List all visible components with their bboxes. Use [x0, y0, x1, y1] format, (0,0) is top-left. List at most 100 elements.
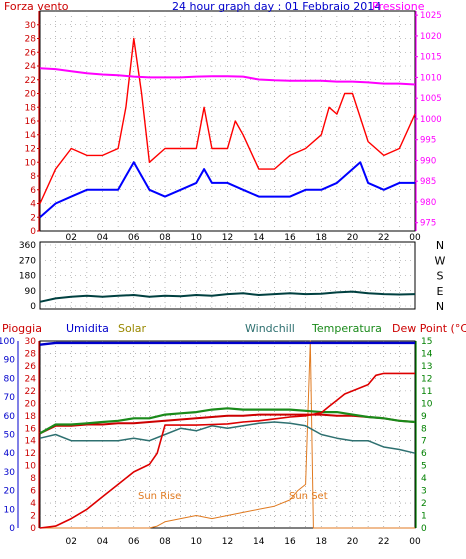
humidity-y-tick-label: 40 [4, 449, 16, 459]
wind-y-tick-label: 30 [25, 21, 37, 31]
wind-y-tick-label: 4 [30, 200, 36, 210]
wind-direction-series [39, 290, 416, 303]
pressure-y-tick-label: 1010 [420, 73, 442, 83]
wind-x-tick-label: 12 [222, 233, 233, 243]
climate-x-tick-label: 04 [97, 537, 109, 547]
temp-y-tick-label: 5 [421, 462, 427, 472]
rain-y-tick-label: 0 [30, 524, 36, 534]
temp-y-tick-label: 2 [421, 499, 427, 509]
wind-y-tick-label: 16 [25, 117, 37, 127]
humidity-y-tick-label: 80 [4, 374, 16, 384]
wind-gust-series [39, 37, 416, 204]
temp-y-tick-label: 7 [421, 437, 427, 447]
humidity-y-tick-label: 70 [4, 393, 16, 403]
wind-x-tick-label: 06 [128, 233, 140, 243]
wind-y-tick-label: 24 [25, 62, 37, 72]
wind-title: Forza vento [4, 0, 69, 13]
wind-y-tick-label: 8 [30, 172, 36, 182]
compass-label: W [435, 254, 446, 267]
wind-y-tick-label: 2 [30, 213, 36, 223]
direction-y-tick-label: 270 [19, 256, 36, 266]
temp-y-tick-label: 3 [421, 487, 427, 497]
rain-series [39, 372, 415, 529]
wind-x-tick-label: 04 [97, 233, 109, 243]
compass-label: N [436, 300, 444, 313]
rain-y-tick-label: 8 [30, 474, 36, 484]
temp-y-tick-label: 8 [421, 424, 427, 434]
climate-x-tick-label: 22 [378, 537, 389, 547]
rain-y-tick-label: 26 [25, 362, 37, 372]
humidity-y-tick-label: 10 [4, 505, 16, 515]
wind-y-tick-label: 14 [25, 131, 37, 141]
axis-layer: 0246810121416182022242628309759809859909… [0, 11, 446, 547]
humidity-y-tick-label: 60 [4, 412, 16, 422]
temp-y-tick-label: 12 [421, 374, 432, 384]
rain-y-tick-label: 2 [30, 512, 36, 522]
rain-y-tick-label: 18 [25, 412, 37, 422]
direction-y-tick-label: 180 [19, 272, 36, 282]
climate-x-tick-label: 16 [284, 537, 296, 547]
dewpoint-series [39, 413, 416, 435]
pressure-y-tick-label: 980 [420, 198, 436, 208]
legend-pioggia: Pioggia [2, 322, 42, 335]
solar-series [40, 340, 415, 529]
wind-x-tick-label: 14 [253, 233, 265, 243]
compass-label: N [436, 239, 444, 252]
rain-y-tick-label: 28 [25, 349, 37, 359]
direction-y-tick-label: 0 [30, 302, 36, 312]
compass-label: E [437, 285, 444, 298]
climate-x-tick-label: 06 [128, 537, 140, 547]
rain-y-tick-label: 6 [30, 487, 36, 497]
pressure-y-tick-label: 1015 [420, 53, 442, 63]
rain-y-tick-label: 16 [25, 424, 37, 434]
wind-y-tick-label: 10 [25, 158, 37, 168]
humidity-y-tick-label: 50 [4, 431, 16, 441]
wind-x-tick-label: 00 [409, 233, 421, 243]
grid-layer [40, 11, 415, 528]
direction-y-tick-label: 90 [25, 287, 37, 297]
windchill-series [39, 421, 416, 454]
rain-y-tick-label: 4 [30, 499, 36, 509]
humidity-series [39, 341, 415, 346]
wind-y-tick-label: 0 [30, 227, 36, 237]
temp-y-tick-label: 13 [421, 362, 432, 372]
wind-y-tick-label: 22 [25, 76, 36, 86]
sunrise-label: Sun Rise [138, 491, 181, 502]
compass-label: S [437, 270, 444, 283]
temp-y-tick-label: 6 [421, 449, 427, 459]
sunset-label: Sun Set [289, 491, 328, 502]
series-layer [39, 37, 416, 529]
wind-x-tick-label: 22 [378, 233, 389, 243]
wind-y-tick-label: 6 [30, 186, 36, 196]
wind-y-tick-label: 12 [25, 145, 36, 155]
pressure-y-tick-label: 1000 [420, 115, 442, 125]
wind-y-tick-label: 18 [25, 103, 37, 113]
rain-y-tick-label: 10 [25, 462, 37, 472]
climate-x-tick-label: 18 [316, 537, 328, 547]
wind-x-tick-label: 10 [191, 233, 203, 243]
pressure-y-tick-label: 1020 [420, 32, 442, 42]
wind-x-tick-label: 16 [284, 233, 296, 243]
climate-x-tick-label: 12 [222, 537, 233, 547]
wind-y-tick-label: 20 [25, 90, 37, 100]
pressure-y-tick-label: 975 [420, 219, 436, 229]
pressure-y-tick-label: 990 [420, 156, 436, 166]
climate-x-tick-label: 08 [159, 537, 171, 547]
wind-avg-series [39, 161, 415, 219]
rain-y-tick-label: 20 [25, 399, 37, 409]
climate-x-tick-label: 20 [347, 537, 359, 547]
climate-x-tick-label: 02 [66, 537, 77, 547]
temp-y-tick-label: 10 [421, 399, 433, 409]
wind-x-tick-label: 02 [66, 233, 77, 243]
legend-solar: Solar [118, 322, 147, 335]
wind-y-tick-label: 28 [25, 35, 37, 45]
climate-x-tick-label: 14 [253, 537, 265, 547]
pressure-series [39, 67, 416, 86]
temperature-series [39, 407, 416, 435]
humidity-y-tick-label: 20 [4, 487, 16, 497]
wind-x-tick-label: 18 [316, 233, 328, 243]
pressure-y-tick-label: 985 [420, 177, 436, 187]
direction-y-tick-label: 360 [19, 241, 36, 251]
